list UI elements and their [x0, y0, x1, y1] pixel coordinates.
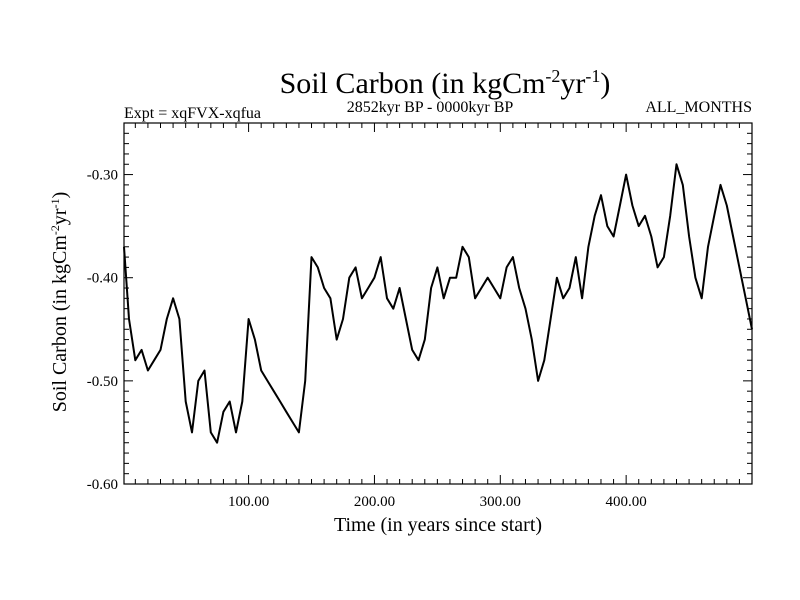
chart-subtitle-right: ALL_MONTHS	[645, 99, 752, 116]
y-axis: -0.60 -0.50 -0.40 -0.30	[87, 122, 752, 493]
x-tick-label: 300.00	[480, 494, 521, 510]
y-tick-label: -0.40	[87, 271, 118, 287]
x-tick-label: 200.00	[354, 494, 395, 510]
x-axis: 100.00 200.00 300.00 400.00	[134, 123, 740, 510]
plot-frame	[123, 122, 753, 485]
series-layer	[123, 163, 753, 444]
y-tick-label: -0.60	[87, 477, 118, 493]
chart-subtitle-left: Expt = xqFVX-xqfua	[124, 105, 261, 122]
series-line	[123, 163, 753, 444]
chart-title: Soil Carbon (in kgCm-2yr-1)	[280, 66, 611, 100]
y-tick-label: -0.30	[87, 168, 118, 184]
y-axis-label: Soil Carbon (in kgCm-2yr-1)	[48, 192, 71, 413]
y-tick-label: -0.50	[87, 374, 118, 390]
x-axis-label: Time (in years since start)	[334, 514, 542, 536]
chart-subtitle-center: 2852kyr BP - 0000kyr BP	[347, 99, 514, 116]
x-tick-label: 400.00	[606, 494, 647, 510]
x-tick-label: 100.00	[228, 494, 269, 510]
